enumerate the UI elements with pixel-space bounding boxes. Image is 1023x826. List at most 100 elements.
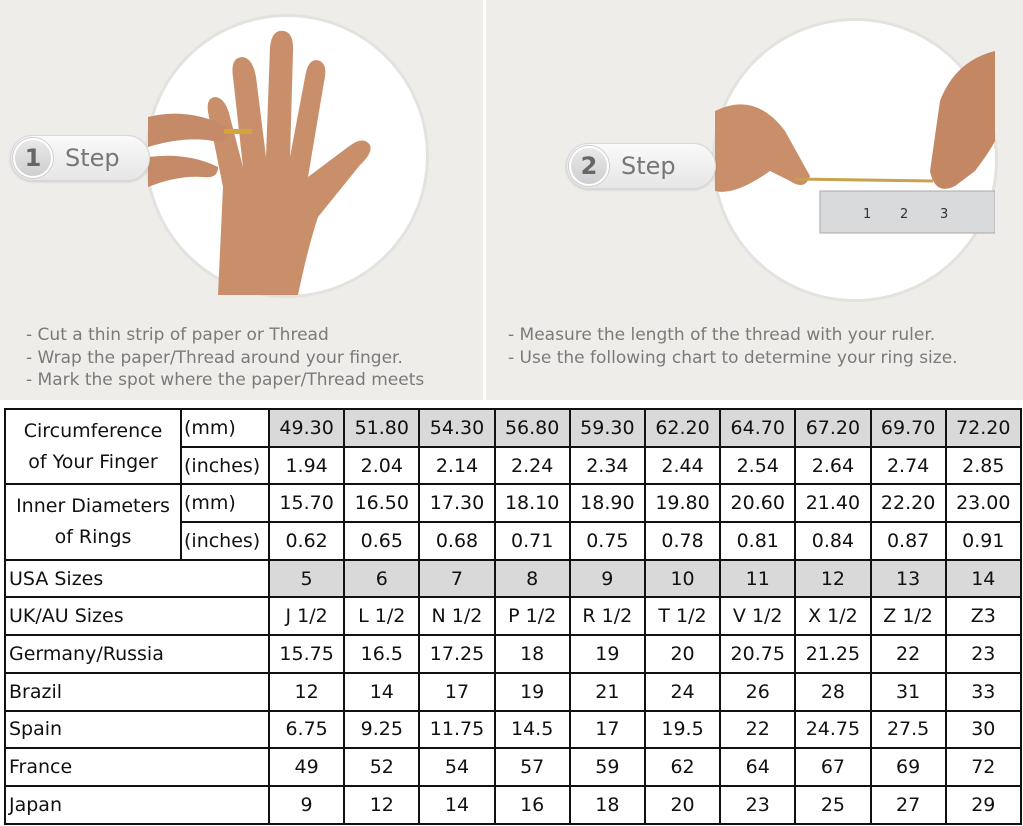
table-cell: 17 [418,671,496,712]
table-cell: 20.75 [719,634,797,674]
table-row: Inner Diameters of Rings (mm) 15.70 16.50 17.… [4,483,1022,561]
table-cell: 26 [719,671,797,712]
table-cell: 6 [343,558,421,599]
table-cell: J 1/2 [267,596,346,637]
instruction: Wrap the paper/Thread around your finger… [26,347,424,370]
table-cell: 9 [568,558,646,599]
table-cell: 2.64 [794,445,872,486]
table-cell: 16 [493,784,571,825]
table-cell: 21.25 [794,634,872,674]
group-label-line: of Rings [54,526,132,549]
table-cell: 18 [568,784,646,825]
table-cell: 6.75 [267,709,346,750]
table-cell: 54.30 [418,408,496,448]
table-cell: 2.04 [343,445,421,486]
table-cell: 14 [944,558,1022,599]
unit-label: (inches) [180,521,270,561]
table-cell: 30 [944,709,1022,750]
table-cell: 67 [794,747,872,787]
table-row: (inches) 1.94 2.04 2.14 2.24 2.34 2.44 2.54 2.64… [5,445,1022,486]
table-cell: 15.75 [267,634,346,674]
table-cell: 14 [418,784,496,825]
table-cell: 2.85 [944,445,1022,486]
table-row: France 49 52 54 57 59 62 64 67 69 72 [4,747,1022,787]
row-label: France [4,747,270,787]
table-cell: 0.87 [869,521,947,561]
table-cell: 12 [794,558,872,599]
table-cell: 8 [493,558,571,599]
table-cell: 17 [568,709,646,750]
table-cell: 2.34 [568,445,646,486]
table-row: USA Sizes 5 6 7 8 9 10 11 12 13 14 [4,558,1022,599]
table-cell: 2.44 [643,445,722,486]
table-cell: 9.25 [343,709,421,750]
step-1-badge: 1 Step [10,135,150,181]
step-label: Step [65,144,120,172]
table-cell: 18.10 [493,483,571,524]
table-cell: 15.70 [267,483,346,524]
table-cell: 62.20 [643,408,722,448]
table-cell: 23 [719,784,797,825]
table-cell: 0.91 [944,521,1022,561]
table-cell: 17.25 [418,634,496,674]
table-cell: 69 [869,747,947,787]
table-cell: 20.60 [719,483,797,524]
table-cell: 49.30 [267,408,346,448]
step-label: Step [621,152,676,180]
table-cell: 1.94 [267,445,346,486]
group-label-line: Circumference [23,419,163,442]
table-cell: 51.80 [343,408,421,448]
table-cell: 16.50 [343,483,421,524]
table-cell: 0.84 [794,521,872,561]
table-cell: 22 [869,634,947,674]
table-cell: 14.5 [493,709,571,750]
table-cell: L 1/2 [343,596,421,637]
table-cell: 7 [418,558,496,599]
table-cell: 27.5 [869,709,947,750]
table-cell: 31 [869,671,947,712]
table-cell: 19 [568,634,646,674]
table-cell: 28 [794,671,872,712]
table-cell: R 1/2 [568,596,646,637]
hand-photo-circle [145,14,429,298]
table-cell: 0.78 [643,521,722,561]
unit-label: (inches) [180,445,270,486]
table-cell: 59 [568,747,646,787]
table-cell: 20 [643,634,722,674]
table-cell: 0.81 [719,521,797,561]
ruler-mark: 2 [900,207,908,222]
row-label: Brazil [4,671,270,712]
table-cell: 23.00 [944,483,1022,524]
table-cell: 22 [719,709,797,750]
group-label: Inner Diameters of Rings [4,483,182,561]
table-row: Circumference of Your Finger (mm) 49.30 51.8… [4,407,1022,486]
ruler-photo-circle: 1 2 3 [712,18,998,302]
table-cell: T 1/2 [643,596,722,637]
table-row: (inches) 0.62 0.65 0.68 0.71 0.75 0.78 0.81 0.84… [5,521,1022,561]
table-cell: 5 [267,558,346,599]
ruler-mark: 3 [940,207,948,222]
table-cell: 29 [944,784,1022,825]
table-row: Spain 6.75 9.25 11.75 14.5 17 19.5 22 24.75 27.5 3… [4,709,1022,750]
table-cell: 69.70 [869,408,947,448]
table-cell: 72 [944,747,1022,787]
table-row: Brazil 12 14 17 19 21 24 26 28 31 33 [4,671,1022,712]
table-cell: 0.71 [493,521,571,561]
step-2-panel: 1 2 3 2 Step Measure the length of the t… [486,0,1023,400]
table-cell: 10 [643,558,722,599]
ring-size-table: Circumference of Your Finger (mm) 49.30 51.8… [4,407,1022,825]
instruction: Cut a thin strip of paper or Thread [26,324,424,347]
table-cell: 21.40 [794,483,872,524]
table-cell: 11.75 [418,709,496,750]
table-cell: 62 [643,747,722,787]
table-cell: X 1/2 [794,596,872,637]
table-cell: 2.74 [869,445,947,486]
table-cell: 52 [343,747,421,787]
table-cell: 12 [343,784,421,825]
table-row: Japan 9 12 14 16 18 20 23 25 27 29 [4,784,1022,825]
table-cell: 59.30 [568,408,646,448]
table-cell: 2.54 [719,445,797,486]
table-cell: Z 1/2 [869,596,947,637]
instruction: Measure the length of the thread with yo… [508,324,958,347]
row-label: Japan [4,784,270,825]
